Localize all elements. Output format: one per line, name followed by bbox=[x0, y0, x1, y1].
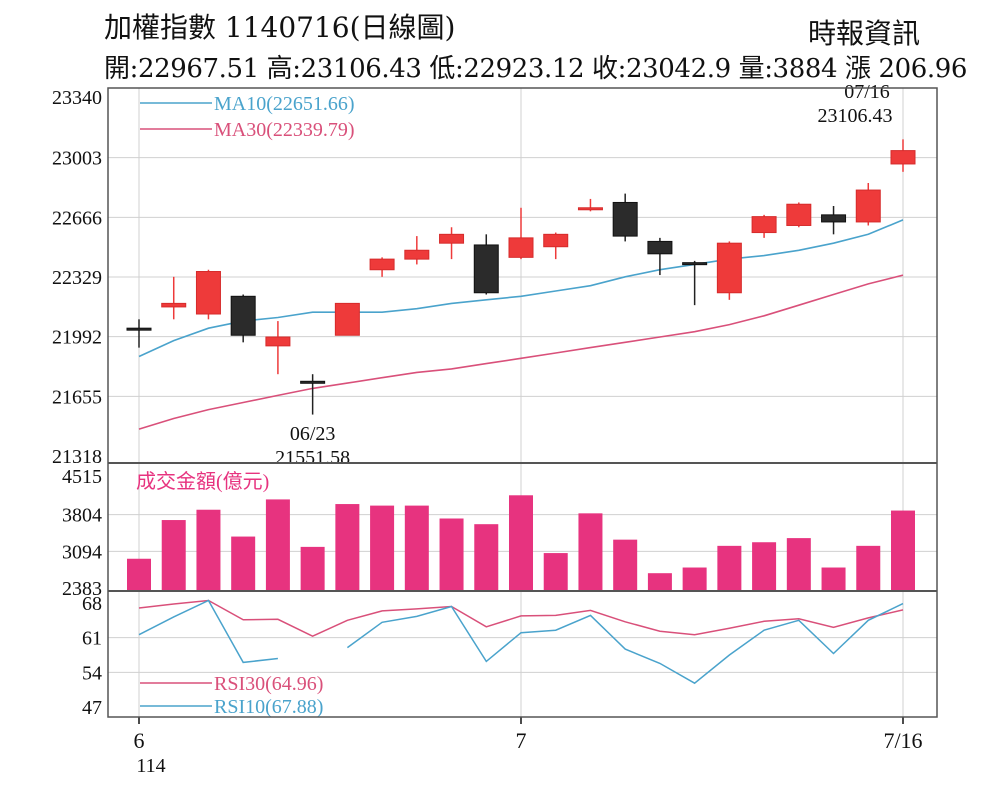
candle-body bbox=[543, 233, 569, 248]
legend-ma30: MA30(22339.79) bbox=[214, 119, 355, 141]
x-tick-label: 7/16 bbox=[883, 728, 922, 753]
volume-bar bbox=[231, 536, 256, 591]
high-annotation-date: 07/16 bbox=[844, 81, 890, 103]
volume-bar bbox=[439, 518, 464, 591]
volume-bar bbox=[613, 539, 638, 591]
candle-body bbox=[890, 150, 916, 165]
volume-bar bbox=[682, 567, 707, 591]
candle-body bbox=[751, 216, 777, 234]
legend-ma10: MA10(22651.66) bbox=[214, 93, 355, 115]
rsi-y-tick-label: 54 bbox=[82, 662, 102, 684]
legend-rsi30: RSI30(64.96) bbox=[214, 673, 323, 695]
candle-body bbox=[161, 302, 187, 308]
price-y-tick-label: 21318 bbox=[52, 446, 102, 468]
volume-y-tick-label: 3094 bbox=[62, 541, 102, 563]
x-tick-label: 6 bbox=[134, 728, 145, 753]
volume-bar bbox=[265, 499, 290, 591]
volume-bar bbox=[404, 505, 429, 591]
candle-body bbox=[439, 233, 465, 244]
low-annotation-value: 21551.58 bbox=[275, 447, 350, 469]
volume-bar bbox=[127, 558, 151, 591]
candle-body bbox=[508, 237, 534, 258]
candle-body bbox=[195, 271, 221, 315]
chart-title: 加權指數 1140716(日線圖) bbox=[104, 11, 456, 44]
candle-body bbox=[265, 336, 291, 347]
candle-body bbox=[821, 214, 847, 223]
volume-bar bbox=[578, 513, 603, 591]
candle-body bbox=[300, 380, 326, 384]
candle-body bbox=[473, 244, 499, 294]
candle-body bbox=[126, 327, 152, 331]
x-tick-label: 7 bbox=[516, 728, 527, 753]
volume-y-tick-label: 4515 bbox=[62, 466, 102, 488]
candle-body bbox=[855, 189, 881, 223]
plot-frame bbox=[107, 87, 938, 718]
volume-bar bbox=[752, 542, 777, 591]
volume-bar bbox=[335, 504, 360, 591]
volume-y-tick-label: 3804 bbox=[62, 505, 102, 527]
ma10-line bbox=[138, 219, 904, 358]
candle-body bbox=[682, 262, 708, 266]
volume-bar bbox=[717, 545, 742, 591]
rsi-y-tick-label: 47 bbox=[82, 697, 102, 719]
volume-bar bbox=[647, 573, 672, 591]
price-y-tick-label: 23340 bbox=[52, 87, 102, 109]
volume-bar bbox=[196, 509, 221, 591]
candle-body bbox=[369, 258, 395, 271]
rsi-y-tick-label: 68 bbox=[82, 593, 102, 615]
rsi10-line bbox=[138, 599, 278, 664]
ohlc-summary: 開:22967.51 高:23106.43 低:22923.12 收:23042… bbox=[104, 54, 968, 84]
price-y-tick-label: 22666 bbox=[52, 207, 102, 229]
low-annotation-date: 06/23 bbox=[290, 423, 336, 445]
candle-body bbox=[334, 302, 360, 336]
volume-bar bbox=[891, 510, 915, 591]
candle-body bbox=[230, 295, 256, 336]
ma30-line bbox=[138, 274, 904, 430]
volume-bar bbox=[161, 520, 186, 591]
x-tick-sublabel: 114 bbox=[136, 755, 165, 777]
candle-body bbox=[716, 242, 742, 294]
source-label: 時報資訊 bbox=[808, 17, 921, 50]
price-y-tick-label: 22329 bbox=[52, 267, 102, 289]
candle-body bbox=[577, 207, 603, 211]
candle-body bbox=[786, 203, 812, 226]
volume-panel-title: 成交金額(億元) bbox=[136, 470, 269, 493]
volume-bar bbox=[856, 545, 881, 591]
high-annotation-value: 23106.43 bbox=[818, 105, 893, 127]
candle-body bbox=[612, 201, 638, 237]
price-y-tick-label: 23003 bbox=[52, 148, 102, 170]
volume-bar bbox=[370, 505, 395, 591]
volume-bar bbox=[821, 567, 846, 591]
volume-bar bbox=[543, 553, 568, 591]
rsi10-line bbox=[346, 602, 904, 685]
rsi-y-tick-label: 61 bbox=[82, 628, 102, 650]
volume-y-tick-label: 2383 bbox=[62, 578, 102, 600]
volume-bar bbox=[786, 538, 811, 591]
legend-rsi10: RSI10(67.88) bbox=[214, 696, 323, 718]
price-y-tick-label: 21992 bbox=[52, 327, 102, 349]
rsi30-line bbox=[138, 599, 904, 638]
volume-bar bbox=[509, 495, 533, 591]
price-y-tick-label: 21655 bbox=[52, 386, 102, 408]
candle-body bbox=[404, 249, 430, 260]
volume-bar bbox=[300, 546, 325, 591]
candle-body bbox=[647, 240, 673, 255]
volume-bar bbox=[474, 524, 499, 591]
